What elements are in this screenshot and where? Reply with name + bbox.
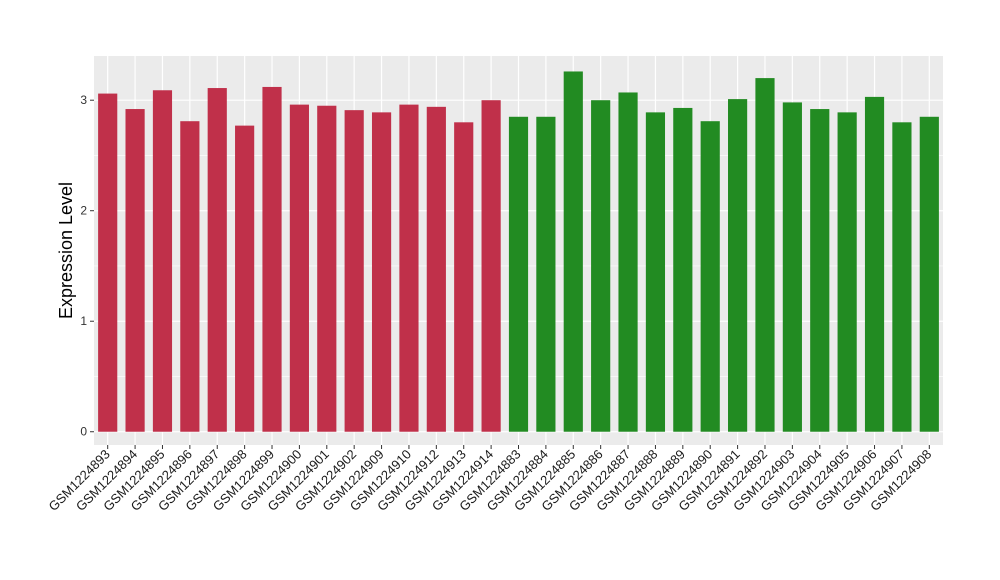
bar-GSM1224905	[837, 112, 857, 432]
bar-GSM1224908	[919, 116, 939, 432]
bar-GSM1224909	[371, 112, 392, 432]
bar-GSM1224898	[235, 125, 255, 432]
bar-GSM1224912	[426, 106, 446, 432]
y-axis: 0 1 2 3	[80, 93, 94, 439]
bar-GSM1224914	[481, 100, 501, 432]
bar-GSM1224895	[152, 90, 173, 432]
bar-GSM1224886	[591, 100, 611, 432]
bar-GSM1224901	[317, 105, 337, 432]
bars	[98, 71, 939, 432]
bar-GSM1224902	[344, 110, 364, 432]
bar-GSM1224885	[563, 71, 583, 432]
bar-GSM1224900	[289, 104, 309, 432]
bar-GSM1224907	[892, 122, 912, 432]
bar-GSM1224893	[98, 93, 118, 432]
y-tick-label: 3	[80, 93, 87, 107]
y-tick-label: 2	[80, 204, 87, 218]
bar-GSM1224890	[700, 121, 720, 432]
bar-GSM1224887	[618, 92, 638, 432]
bar-GSM1224913	[454, 122, 474, 432]
bar-GSM1224906	[864, 96, 885, 432]
x-axis: GSM1224893GSM1224894GSM1224895GSM1224896…	[45, 445, 934, 514]
bar-GSM1224903	[782, 102, 802, 432]
bar-GSM1224894	[125, 109, 145, 432]
bar-GSM1224910	[399, 104, 419, 432]
bar-GSM1224883	[508, 116, 529, 432]
bar-GSM1224892	[755, 78, 775, 432]
y-tick-label: 0	[80, 425, 87, 439]
bar-GSM1224897	[207, 88, 227, 432]
bar-GSM1224889	[673, 107, 693, 432]
bar-GSM1224891	[728, 99, 748, 432]
bar-GSM1224888	[645, 112, 666, 432]
bar-GSM1224896	[180, 121, 200, 432]
bar-GSM1224884	[536, 116, 556, 432]
y-tick-label: 1	[80, 314, 87, 328]
bar-GSM1224904	[810, 109, 830, 432]
y-axis-title: Expression Level	[56, 182, 76, 319]
bar-GSM1224899	[262, 86, 282, 432]
